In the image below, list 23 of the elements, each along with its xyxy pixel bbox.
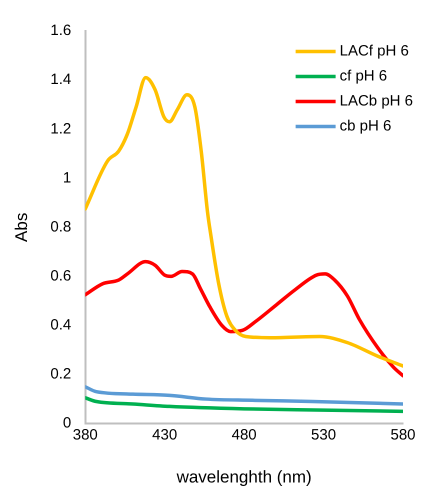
x-tick-label: 530: [311, 426, 336, 444]
y-tick-label: 1.2: [50, 120, 72, 138]
legend-label: LACf pH 6: [340, 42, 409, 60]
x-tick-label: 430: [152, 426, 178, 444]
line-series: [85, 396, 403, 414]
y-tick-label: 1.6: [50, 22, 72, 40]
x-tick-label: 480: [232, 426, 257, 444]
y-axis-title: Abs: [12, 212, 31, 242]
y-tick-label: 0: [62, 414, 72, 432]
y-tick-label: 0.8: [50, 218, 72, 236]
x-tick-label: 380: [72, 426, 98, 444]
x-tick-label: 580: [390, 426, 416, 444]
y-tick-label: 1.4: [50, 71, 72, 88]
legend-label: cb pH 6: [340, 118, 392, 135]
legend-label: LACb pH 6: [340, 92, 413, 110]
y-tick-label: 0.2: [50, 366, 72, 383]
y-tick-label: 0.6: [50, 268, 72, 285]
x-axis-title: wavelenghth (nm): [176, 467, 312, 486]
line-series: [85, 260, 403, 378]
legend-label: cf pH 6: [340, 68, 388, 85]
line-series: [85, 385, 403, 406]
y-tick-label: 1: [62, 169, 72, 186]
y-tick-label: 0.4: [50, 316, 72, 334]
